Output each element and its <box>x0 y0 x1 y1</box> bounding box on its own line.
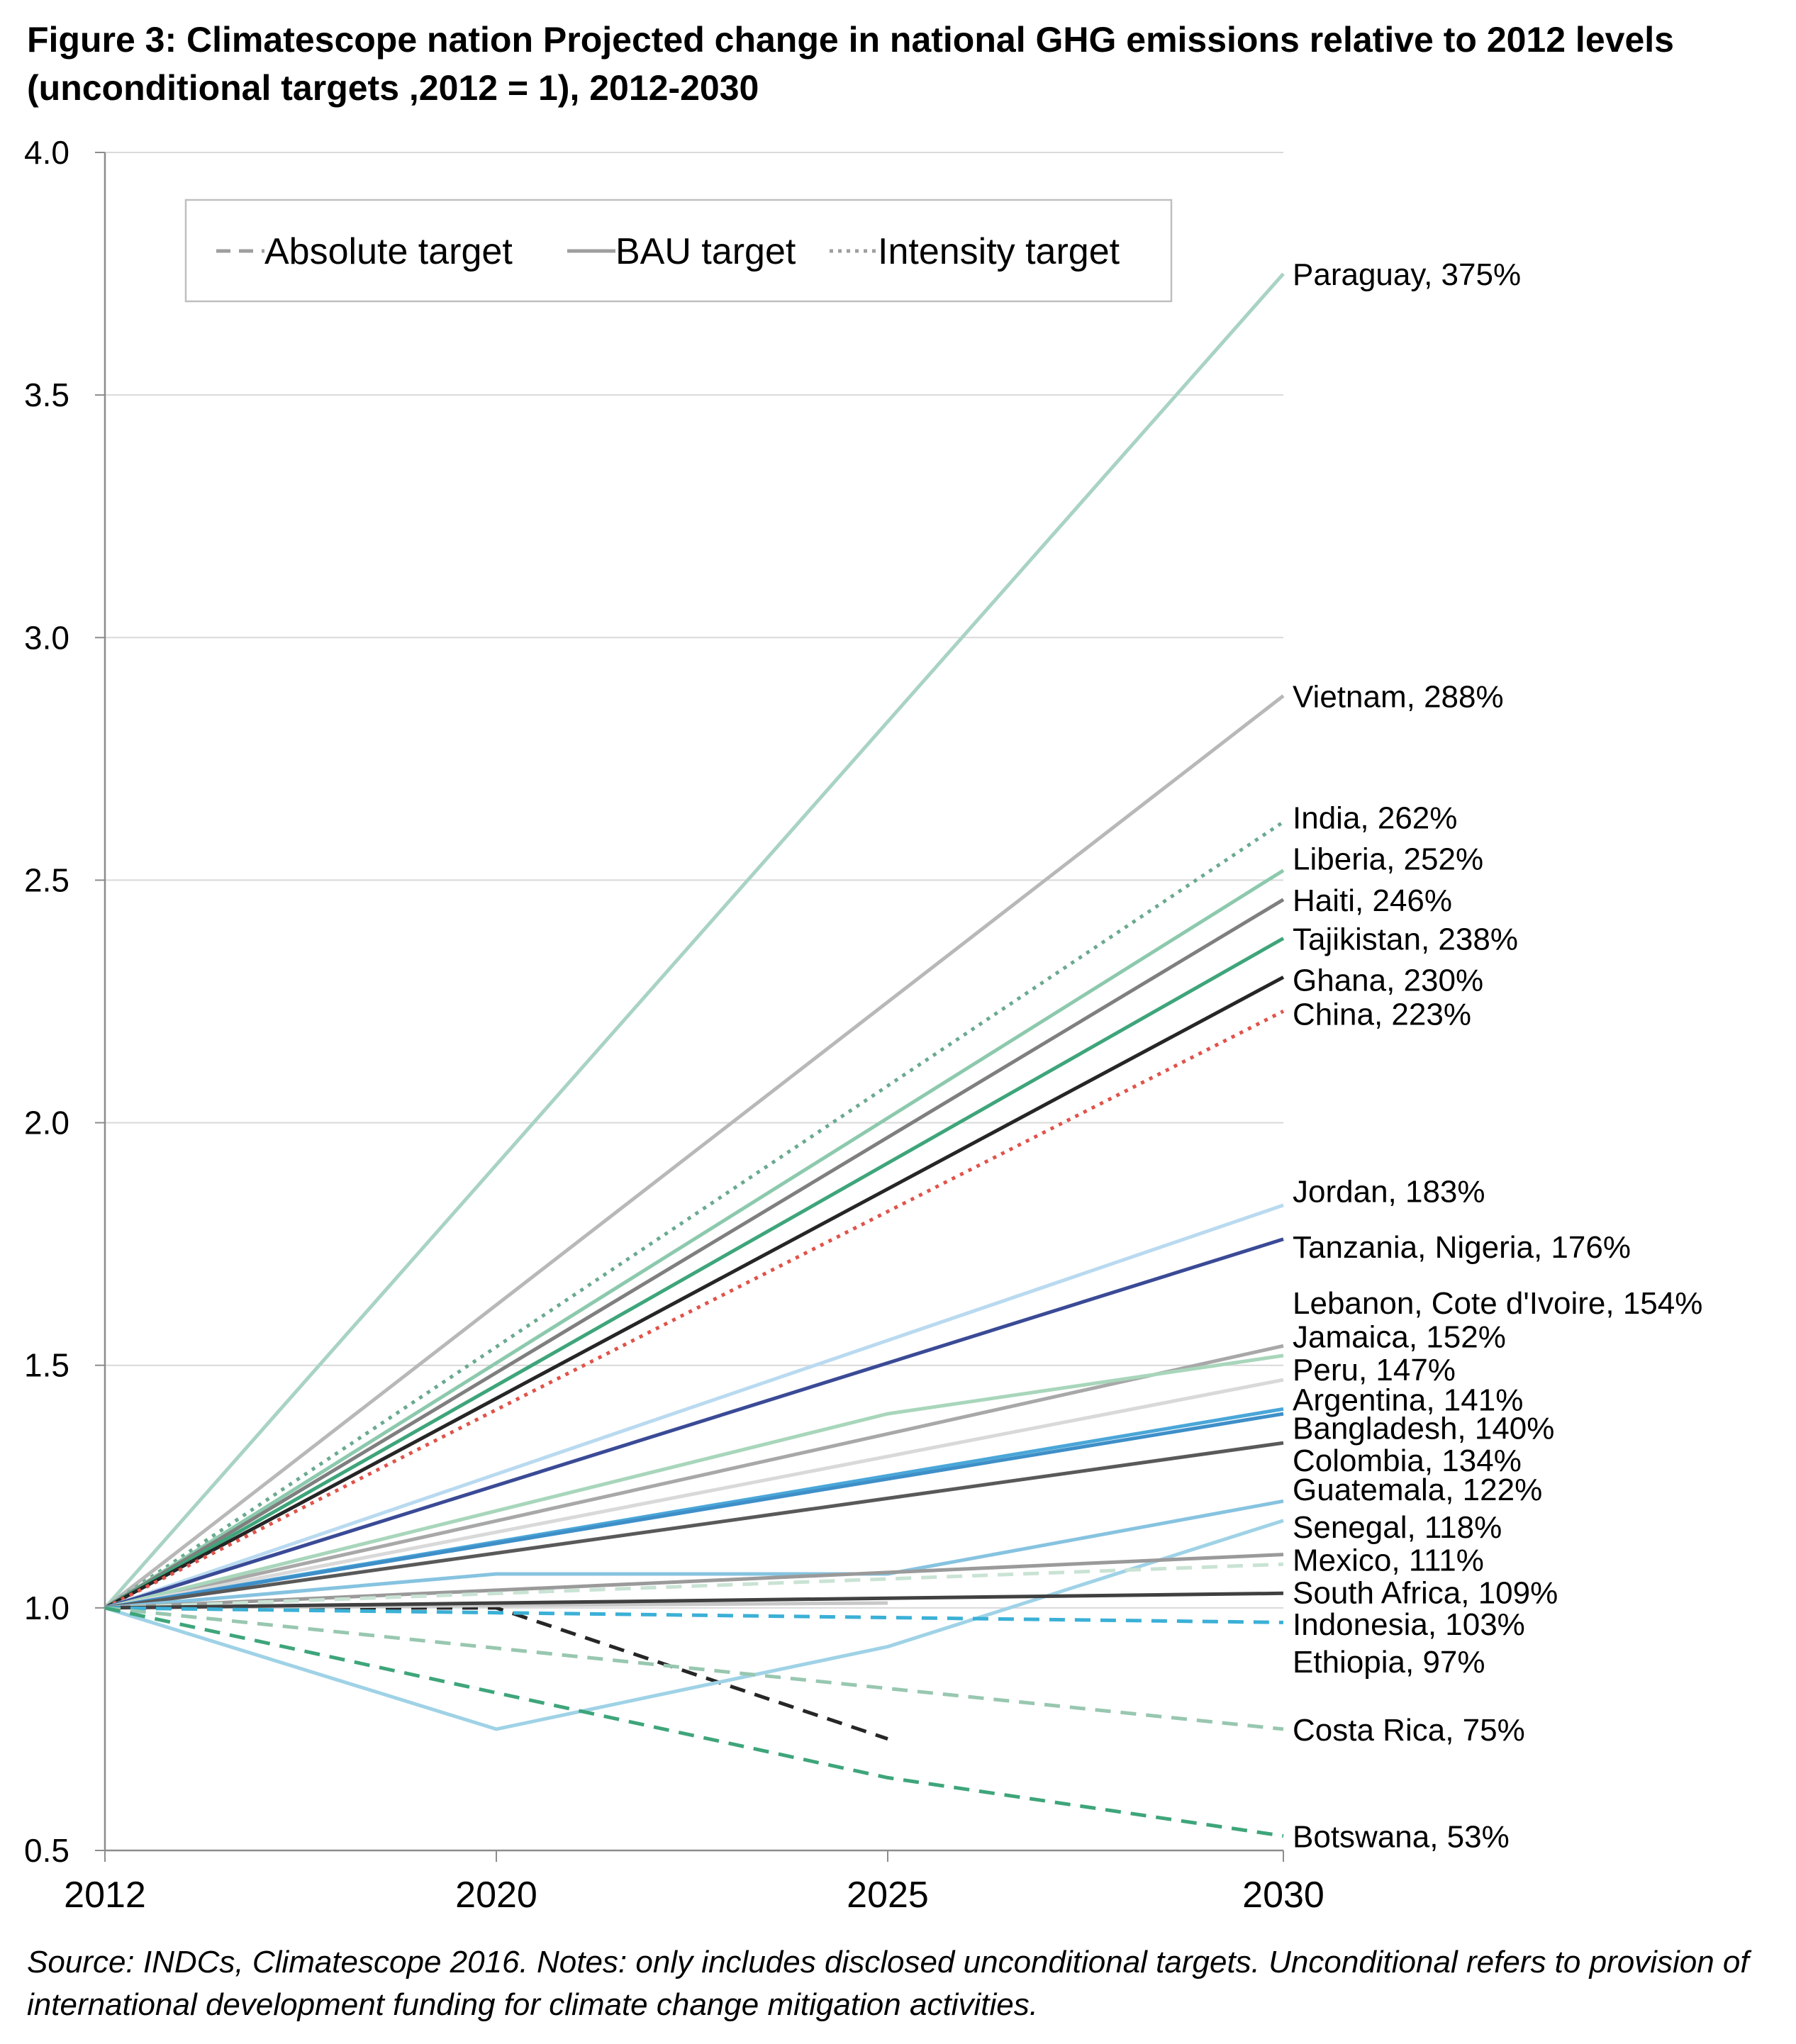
y-tick-label: 3.0 <box>24 619 69 656</box>
series-label: Bangladesh, 140% <box>1293 1411 1554 1446</box>
series-line <box>104 820 1285 1609</box>
series-lines <box>104 272 1285 1838</box>
series-label: Paraguay, 375% <box>1293 257 1521 292</box>
y-tick-label: 0.5 <box>24 1832 69 1869</box>
series-line <box>104 1203 1284 1610</box>
series-line-unlabeled <box>105 1606 888 1741</box>
series-line <box>104 1009 1285 1610</box>
x-tick-label: 2020 <box>455 1875 537 1916</box>
source-note: Source: INDCs, Climatescope 2016. Notes:… <box>27 1945 1749 2022</box>
series-line <box>104 1499 1284 1610</box>
series-line <box>104 869 1285 1610</box>
series-label: Costa Rica, 75% <box>1293 1713 1525 1748</box>
series-line <box>104 976 1285 1610</box>
legend-label: Absolute target <box>264 231 513 272</box>
series-line <box>104 1441 1284 1610</box>
series-label: Argentina, 141% <box>1293 1383 1523 1418</box>
series-line <box>104 1378 1284 1610</box>
series-label: China, 223% <box>1293 998 1471 1032</box>
y-tick-label: 1.5 <box>24 1347 69 1384</box>
series-label: Tanzania, Nigeria, 176% <box>1293 1230 1631 1265</box>
series-line <box>104 272 1285 1609</box>
series-label: South Africa, 109% <box>1293 1575 1558 1610</box>
y-tick-label: 4.0 <box>24 134 69 171</box>
series-label: Ghana, 230% <box>1293 964 1483 998</box>
series-line <box>104 1591 1284 1610</box>
series-label: Tajikistan, 238% <box>1293 922 1518 957</box>
series-line <box>104 1519 1284 1731</box>
series-line <box>104 1606 1284 1624</box>
y-tick-label: 3.5 <box>24 376 69 413</box>
series-label: Haiti, 246% <box>1293 883 1452 918</box>
series-label: Liberia, 252% <box>1293 842 1483 877</box>
x-tick-label: 2030 <box>1242 1875 1324 1916</box>
series-line <box>104 1606 1284 1838</box>
series-line <box>104 1353 1284 1610</box>
series-line <box>104 898 1285 1610</box>
legend-label: BAU target <box>615 231 796 272</box>
series-label: Senegal, 118% <box>1293 1510 1502 1545</box>
series-label: Jordan, 183% <box>1293 1174 1485 1209</box>
series-line <box>104 937 1285 1610</box>
series-label: Botswana, 53% <box>1293 1819 1510 1854</box>
gridlines <box>105 152 1283 1609</box>
series-label: Colombia, 134% <box>1293 1443 1522 1478</box>
series-label: Guatemala, 122% <box>1293 1473 1542 1507</box>
x-tick-label: 2025 <box>847 1875 929 1916</box>
series-line <box>104 1562 1284 1610</box>
series-line <box>104 1412 1284 1610</box>
series-line <box>104 694 1285 1609</box>
series-label: India, 262% <box>1293 800 1457 835</box>
series-label: Vietnam, 288% <box>1293 679 1504 714</box>
series-labels: Paraguay, 375% Vietnam, 288% India, 262% Li… <box>1293 257 1702 1854</box>
series-line <box>104 1344 1284 1610</box>
series-label: Mexico, 111% <box>1293 1543 1484 1577</box>
legend-box <box>184 199 1173 303</box>
y-tick-label: 2.5 <box>24 861 69 898</box>
series-label: Peru, 147% <box>1293 1353 1456 1387</box>
chart-title: Figure 3: Climatescope nation Projected … <box>27 20 1674 108</box>
legend-label: Intensity target <box>878 231 1120 272</box>
series-label: Jamaica, 152% <box>1293 1320 1506 1355</box>
series-line <box>104 1606 1284 1731</box>
legend: Absolute target BAU target Intensity targe… <box>184 199 1173 303</box>
series-label: Lebanon, Cote d'Ivoire, 154% <box>1293 1286 1702 1321</box>
series-line <box>104 1553 1284 1610</box>
x-tick-label: 2012 <box>64 1875 146 1916</box>
axes: 0.5 1.0 1.5 2.0 2.5 3.0 3.5 4.0 2012 2020 2025 2030 <box>24 134 1324 1916</box>
y-tick-label: 1.0 <box>24 1590 69 1626</box>
series-label: Indonesia, 103% <box>1293 1607 1525 1642</box>
series-line <box>104 1237 1284 1610</box>
y-tick-label: 2.0 <box>24 1105 69 1141</box>
series-label: Ethiopia, 97% <box>1293 1645 1485 1680</box>
